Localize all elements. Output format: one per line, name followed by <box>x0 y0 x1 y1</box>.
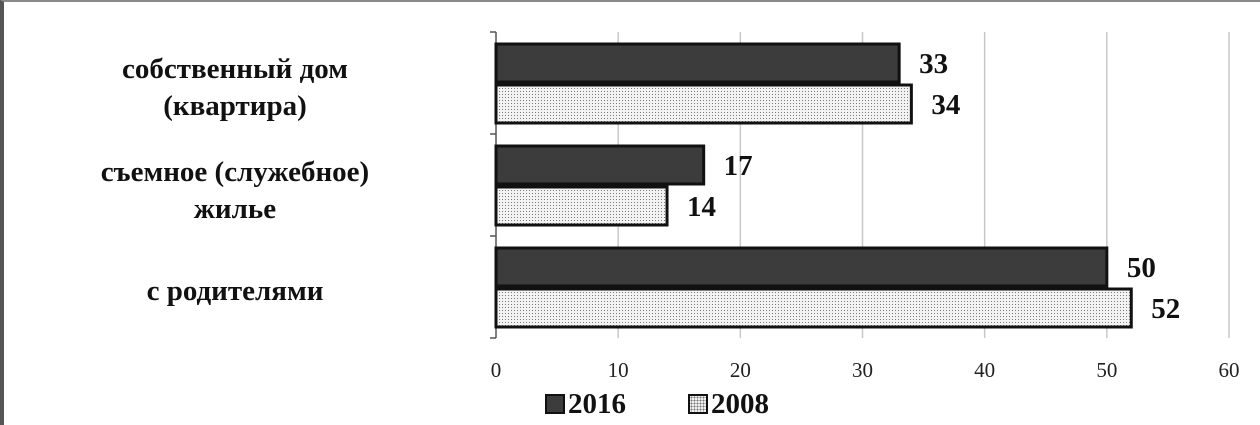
category-label-line: собственный дом <box>122 53 348 85</box>
legend: 2016 2008 <box>545 386 831 422</box>
legend-item-2008: 2008 <box>688 388 769 421</box>
value-label-2016: 50 <box>1127 252 1156 284</box>
legend-label-2016: 2016 <box>568 387 626 420</box>
x-tick-label: 60 <box>1219 358 1240 382</box>
bars <box>494 42 1133 329</box>
legend-swatch-2008 <box>688 394 708 414</box>
x-tick-label: 30 <box>852 358 873 382</box>
value-label-2008: 34 <box>931 89 960 121</box>
bar-2008 <box>494 287 1133 329</box>
category-label-line: съемное (служебное) <box>100 156 370 188</box>
category-label-own-home: собственный дом (квартира) <box>0 51 470 125</box>
bar-2008 <box>494 83 913 125</box>
category-label-line: (квартира) <box>163 90 307 122</box>
category-label-line: с родителями <box>146 275 324 307</box>
bar-2016 <box>494 246 1109 288</box>
x-tick-labels: 0 10 20 30 40 50 60 <box>491 358 1240 382</box>
bar-2016 <box>494 42 901 84</box>
value-label-2016: 33 <box>919 48 948 80</box>
x-tick-label: 10 <box>608 358 629 382</box>
x-tick-label: 50 <box>1096 358 1117 382</box>
value-label-2008: 52 <box>1151 293 1180 325</box>
value-label-2016: 17 <box>724 150 753 182</box>
legend-item-2016: 2016 <box>545 388 626 421</box>
bar-2008 <box>494 185 669 227</box>
category-label-line: жилье <box>193 193 277 225</box>
x-tick-label: 40 <box>974 358 995 382</box>
category-label-rented-housing: съемное (служебное) жилье <box>0 154 470 228</box>
bar-2016 <box>494 144 706 186</box>
legend-label-2008: 2008 <box>711 387 769 420</box>
legend-swatch-2016 <box>545 394 565 414</box>
value-label-2008: 14 <box>687 191 716 223</box>
x-tick-label: 0 <box>491 358 502 382</box>
x-tick-label: 20 <box>730 358 751 382</box>
category-label-with-parents: с родителями <box>0 273 470 310</box>
